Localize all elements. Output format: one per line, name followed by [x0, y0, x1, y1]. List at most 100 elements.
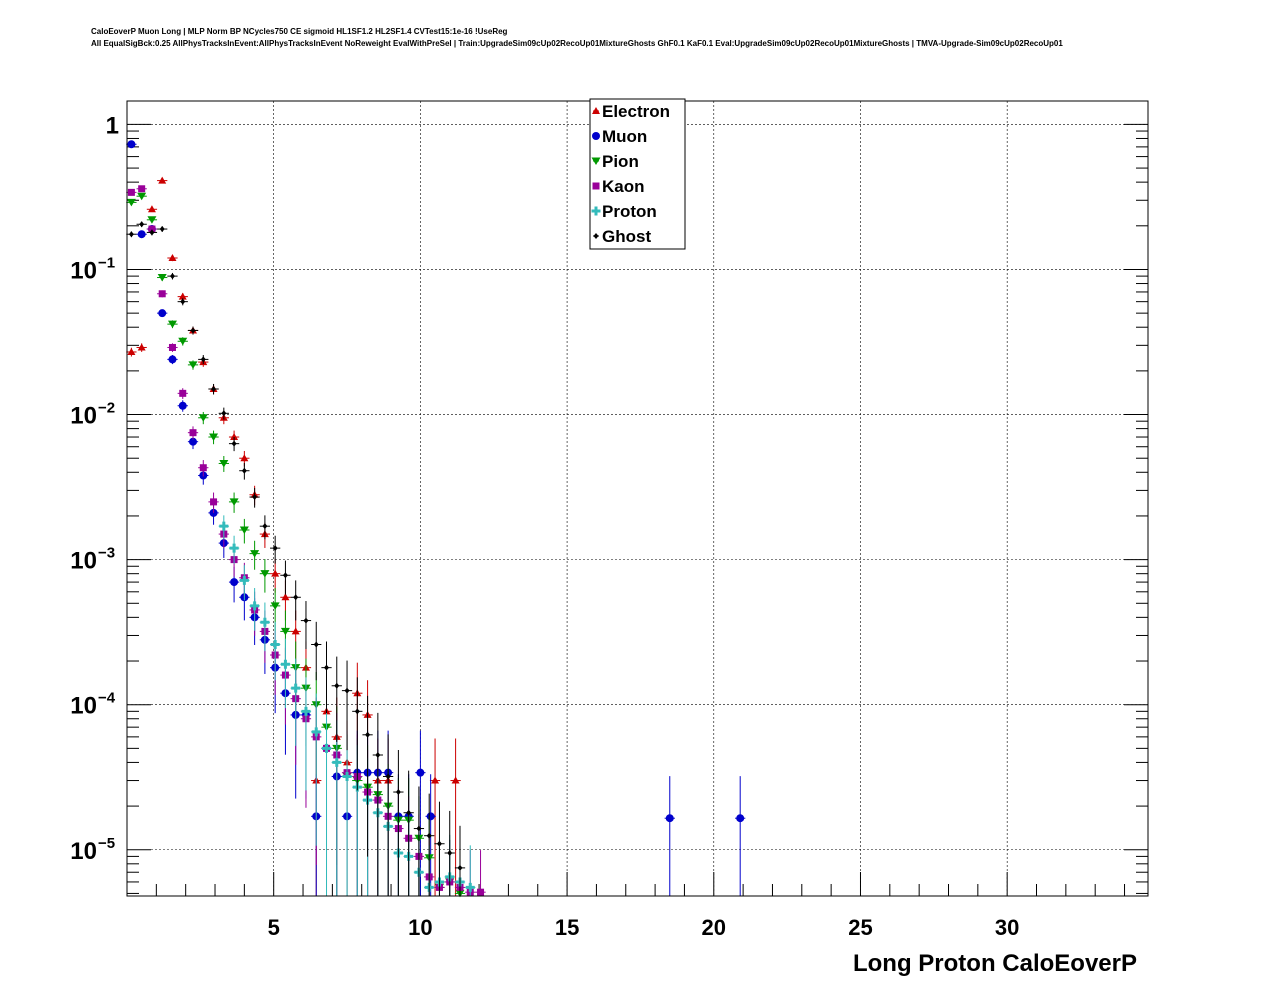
- series-electron: [126, 176, 461, 896]
- data-point: [354, 708, 360, 715]
- data-point: [178, 292, 187, 300]
- data-point: [209, 508, 218, 517]
- data-point: [465, 882, 475, 892]
- title-line-2: All EqualSigBck:0.25 AllPhysTracksInEven…: [91, 39, 1063, 48]
- data-point: [189, 429, 197, 437]
- x-tick-label: 25: [848, 915, 872, 940]
- data-point: [137, 192, 147, 201]
- data-point: [137, 343, 146, 351]
- x-tick-label: 10: [408, 915, 432, 940]
- data-point: [280, 659, 290, 669]
- y-tick-label: 10: [70, 257, 97, 284]
- y-tick-label: 1: [106, 112, 119, 139]
- y-tick-label: 10: [70, 403, 97, 430]
- data-point: [280, 627, 290, 636]
- data-point: [291, 627, 300, 635]
- data-point: [210, 498, 218, 506]
- x-tick-label: 20: [702, 915, 726, 940]
- data-point: [322, 743, 332, 753]
- data-point: [200, 356, 206, 363]
- y-tick-base: 10: [70, 403, 97, 430]
- data-point: [665, 814, 674, 823]
- legend-marker: [592, 182, 600, 190]
- data-point: [158, 176, 167, 184]
- data-point: [178, 337, 188, 346]
- y-tick-label: 10: [70, 693, 97, 720]
- legend-label: Ghost: [602, 227, 651, 246]
- data-point: [736, 814, 745, 823]
- data-point: [199, 464, 207, 472]
- data-point: [169, 273, 175, 280]
- x-tick-label: 5: [268, 915, 280, 940]
- data-point: [139, 221, 145, 228]
- legend-marker: [591, 157, 601, 165]
- x-tick-label: 15: [555, 915, 579, 940]
- data-point: [252, 494, 258, 501]
- data-point: [293, 594, 299, 601]
- legend-label: Muon: [602, 127, 647, 146]
- data-point: [190, 327, 196, 334]
- data-point: [270, 602, 280, 610]
- data-point: [127, 347, 136, 355]
- legend-marker: [593, 233, 599, 239]
- data-point: [211, 386, 217, 393]
- data-point: [219, 521, 229, 531]
- x-axis-label: Long Proton CaloEoverP: [853, 950, 1137, 977]
- data-point: [375, 751, 381, 758]
- data-point: [250, 550, 260, 558]
- data-point: [148, 225, 156, 233]
- data-point: [451, 776, 460, 784]
- legend-marker: [591, 206, 601, 216]
- data-point: [365, 731, 371, 738]
- y-tick-base: 10: [70, 838, 97, 865]
- data-point: [178, 401, 187, 410]
- legend-label: Kaon: [602, 177, 645, 196]
- data-point: [147, 216, 157, 224]
- legend-marker: [592, 132, 600, 140]
- y-tick-label: 10: [70, 548, 97, 575]
- legend-entry: Muon: [592, 127, 647, 146]
- y-tick-exponent: −3: [98, 545, 115, 562]
- data-point: [198, 414, 208, 422]
- data-point: [188, 361, 198, 369]
- data-point: [311, 727, 321, 737]
- data-point: [168, 355, 177, 364]
- data-point: [416, 825, 422, 832]
- data-point: [126, 198, 136, 207]
- data-point: [137, 230, 146, 239]
- data-point: [282, 572, 288, 579]
- data-point: [436, 840, 442, 847]
- data-point: [127, 188, 135, 196]
- legend-entry: Kaon: [592, 177, 645, 196]
- data-point: [426, 832, 432, 839]
- points-layer: [126, 140, 746, 898]
- series-ghost: [126, 221, 466, 896]
- data-point: [313, 641, 319, 648]
- data-point: [395, 789, 401, 796]
- data-point: [406, 809, 412, 816]
- data-point: [260, 617, 270, 627]
- data-point: [168, 253, 177, 261]
- legend-marker: [592, 107, 600, 114]
- data-point: [270, 639, 280, 649]
- data-point: [189, 437, 198, 446]
- data-point: [229, 543, 239, 553]
- data-point: [147, 205, 156, 213]
- y-tick-exponent: −4: [98, 690, 116, 707]
- data-point: [159, 226, 165, 233]
- data-point: [344, 687, 350, 694]
- data-point: [168, 343, 176, 351]
- title-block: CaloEoverP Muon Long | MLP Norm BP NCycl…: [91, 26, 1241, 50]
- legend-box: [589, 98, 686, 250]
- data-point: [138, 185, 146, 193]
- data-point: [157, 274, 167, 282]
- data-point: [291, 683, 301, 693]
- data-point: [127, 140, 136, 149]
- data-point: [457, 864, 463, 871]
- legend-entry: Pion: [591, 152, 639, 171]
- data-point: [240, 454, 249, 462]
- data-point: [231, 440, 237, 447]
- data-point: [180, 298, 186, 305]
- data-point: [262, 523, 268, 530]
